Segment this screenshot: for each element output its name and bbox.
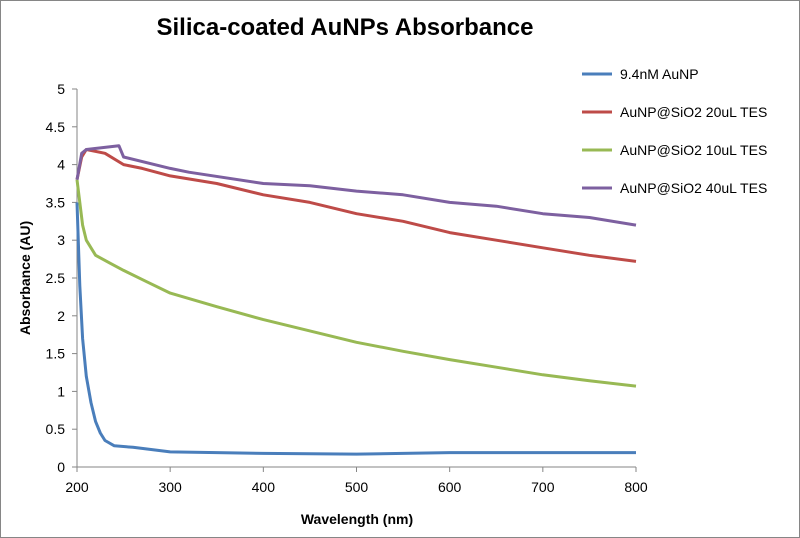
x-tick-label: 300: [158, 479, 182, 495]
legend: 9.4nM AuNP AuNP@SiO2 20uL TES AuNP@SiO2 10…: [582, 66, 767, 196]
y-tick-label: 3: [57, 232, 65, 248]
y-tick-label: 3.5: [46, 194, 66, 210]
x-tick-label: 600: [438, 479, 462, 495]
y-tick-label: 5: [57, 81, 65, 97]
series-lines: [75, 144, 637, 456]
series-line-3: [75, 179, 637, 388]
axes: 0 0.5 1 1.5 2 2.5 3 3.5 4 4.5 5 200 300 400 500 600 700 8…: [46, 81, 648, 495]
x-tick-label: 800: [624, 479, 648, 495]
x-tick-label: 200: [65, 479, 89, 495]
x-tick-label: 700: [531, 479, 555, 495]
legend-label: 9.4nM AuNP: [620, 66, 699, 82]
x-tick-label: 400: [252, 479, 276, 495]
series-line-4: [75, 144, 637, 227]
legend-label: AuNP@SiO2 10uL TES: [620, 142, 767, 158]
y-tick-label: 2.5: [46, 270, 66, 286]
y-tick-label: 1.5: [46, 346, 66, 362]
series-line-1: [75, 202, 636, 456]
series-line-2: [75, 148, 637, 263]
x-tick-label: 500: [345, 479, 369, 495]
legend-label: AuNP@SiO2 20uL TES: [620, 104, 767, 120]
y-tick-label: 4.5: [46, 119, 66, 135]
y-axis-label: Absorbance (AU): [17, 221, 33, 335]
chart-title: Silica-coated AuNPs Absorbance: [156, 14, 534, 41]
y-tick-label: 0: [57, 459, 65, 475]
y-tick-label: 2: [57, 308, 65, 324]
y-tick-label: 4: [57, 157, 65, 173]
x-axis-label: Wavelength (nm): [301, 511, 413, 527]
y-tick-label: 0.5: [46, 421, 66, 437]
y-tick-label: 1: [57, 383, 65, 399]
legend-label: AuNP@SiO2 40uL TES: [620, 180, 767, 196]
